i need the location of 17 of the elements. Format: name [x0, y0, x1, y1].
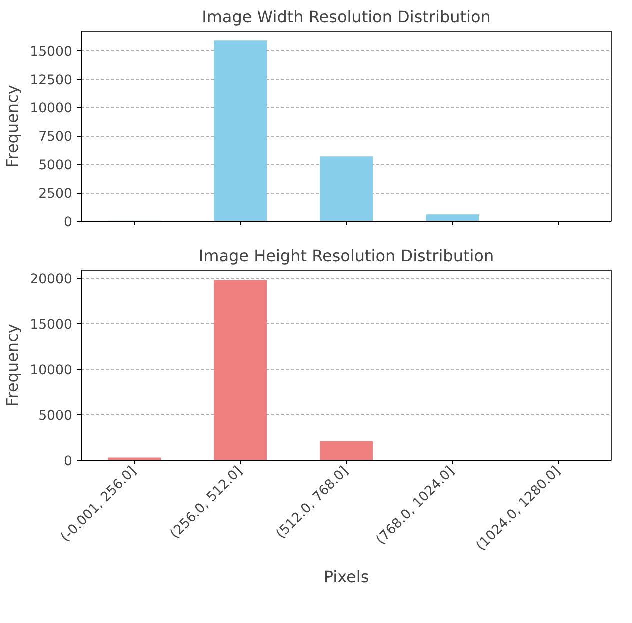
y-tick-label: 15000 [30, 318, 73, 333]
x-axis-title: Pixels [324, 567, 370, 586]
y-tick-label: 7500 [38, 130, 73, 146]
y-tick-label: 20000 [30, 272, 73, 288]
y-tick-label: 0 [64, 216, 73, 230]
y-tick-label: 10000 [30, 102, 73, 117]
y-axis-title: Frequency [3, 324, 22, 407]
chart-title: Image Height Resolution Distribution [198, 246, 494, 266]
y-tick-label: 5000 [38, 408, 73, 424]
chart-title: Image Width Resolution Distribution [202, 8, 491, 26]
y-tick-label: 15000 [30, 44, 73, 60]
y-tick-label: 10000 [30, 363, 73, 378]
y-axis-title: Frequency [3, 85, 22, 168]
y-tick-label: 0 [64, 454, 73, 470]
y-tick-label: 2500 [38, 187, 73, 202]
y-tick-label: 12500 [30, 73, 73, 88]
y-tick-label: 5000 [38, 158, 73, 174]
